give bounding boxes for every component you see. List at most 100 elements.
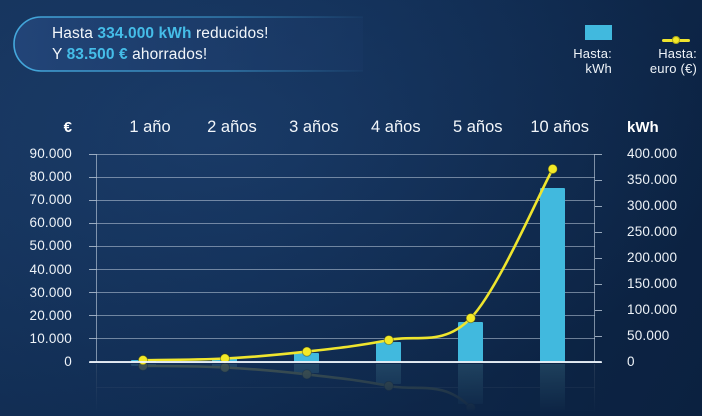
right-axis-tick-label: 400.000 [627,146,678,161]
right-axis-tick-label: 0 [627,354,635,369]
left-tick [89,338,96,340]
right-tick [595,257,602,259]
legend-euro-marker [662,36,690,44]
category-label: 4 años [371,118,421,136]
kwh-highlight: 334.000 kWh [97,25,192,42]
gridline [96,269,595,271]
banner-outline [13,16,363,72]
euro-line [142,168,554,362]
right-tick [595,363,602,365]
euro-data-point [465,312,476,324]
category-label: 2 años [207,118,257,136]
right-axis-tick-label: 300.000 [627,198,678,213]
bar [376,342,402,362]
euro-line [142,364,480,416]
euro-data-point [301,346,312,357]
bar [294,364,320,374]
gridline [96,363,595,365]
left-axis-tick-label: 90.000 [29,146,72,161]
category-label: 5 años [452,118,503,136]
gridline [96,409,595,411]
right-axis-line [594,154,595,362]
right-axis-tick-label: 100.000 [627,302,678,317]
bar [376,364,402,384]
left-axis-line [96,364,97,416]
category-label: 3 años [289,118,339,136]
left-tick [89,363,96,365]
category-label: 10 años [530,118,590,136]
banner-line-2: Y 83.500 € ahorrados! [52,46,208,63]
chart-reflection [89,360,602,416]
headline-banner: Hasta 334.000 kWh reducidos! Y 83.500 € … [13,16,363,72]
right-tick [595,179,602,181]
gridline [96,153,595,155]
right-tick [595,205,602,207]
left-tick [89,199,96,201]
left-axis-tick-label: 0 [64,354,72,369]
euro-data-point [547,163,558,175]
left-tick [89,292,96,294]
legend-kwh-swatch [585,25,612,40]
right-axis-tick-label: 200.000 [627,250,678,265]
bar [540,364,566,416]
left-tick [89,269,96,271]
gridline [96,199,595,201]
euro-data-point [465,402,476,414]
bar [458,322,484,362]
chart-plot-area [89,153,602,366]
gridline [96,386,595,388]
gridline [96,315,595,317]
bar [212,364,238,368]
right-tick [595,389,602,391]
left-tick [89,409,96,411]
euro-data-point [219,362,231,373]
left-axis-tick-label: 20.000 [29,307,72,323]
right-axis-tick-label: 150.000 [627,276,678,291]
right-tick [595,283,602,285]
left-axis-tick-label: 60.000 [29,215,72,231]
gridline [96,245,595,247]
right-tick [595,153,602,155]
gridline [96,176,595,178]
right-axis-tick-label: 250.000 [627,224,678,239]
right-tick [595,231,602,233]
left-axis-tick-label: 70.000 [29,192,72,208]
euro-line-layer [137,163,558,366]
left-axis-tick-label: 10.000 [29,330,72,346]
category-label: 1 año [129,118,171,136]
left-tick [89,245,96,247]
legend-euro-label: Hasta: euro (€) [649,46,697,76]
right-tick [595,335,602,337]
left-axis-line [96,154,97,362]
gridline [96,222,595,224]
chart-plot-inner [89,360,602,416]
x-axis-baseline [89,361,602,363]
bar [294,352,320,362]
gridline [96,338,595,340]
left-tick [89,386,96,388]
gridline [96,292,595,294]
right-tick [595,309,602,311]
left-axis-tick-label: 80.000 [29,169,72,185]
left-axis-tick-label: 30.000 [29,284,72,300]
bar [458,364,484,404]
left-tick [89,222,96,224]
right-axis-line [594,364,595,416]
right-axis-tick-label: 350.000 [627,172,678,187]
left-tick [89,153,96,155]
banner-line-1: Hasta 334.000 kWh reducidos! [52,25,269,42]
chart-plot-inner [89,153,602,366]
left-axis-tick-label: 50.000 [29,238,72,254]
euro-highlight: 83.500 € [66,46,128,63]
right-axis-tick-label: 50.000 [627,328,670,343]
banner-text: Hasta 334.000 kWh reducidos! Y 83.500 € … [52,23,268,65]
euro-line-layer [137,360,480,416]
legend-dot-icon [672,36,680,44]
legend-kwh-label: Hasta: kWh [573,46,612,76]
left-axis-title: € [63,119,72,136]
left-tick [89,176,96,178]
euro-data-point [301,369,312,380]
right-axis-title: kWh [627,119,659,136]
bar [540,188,566,362]
